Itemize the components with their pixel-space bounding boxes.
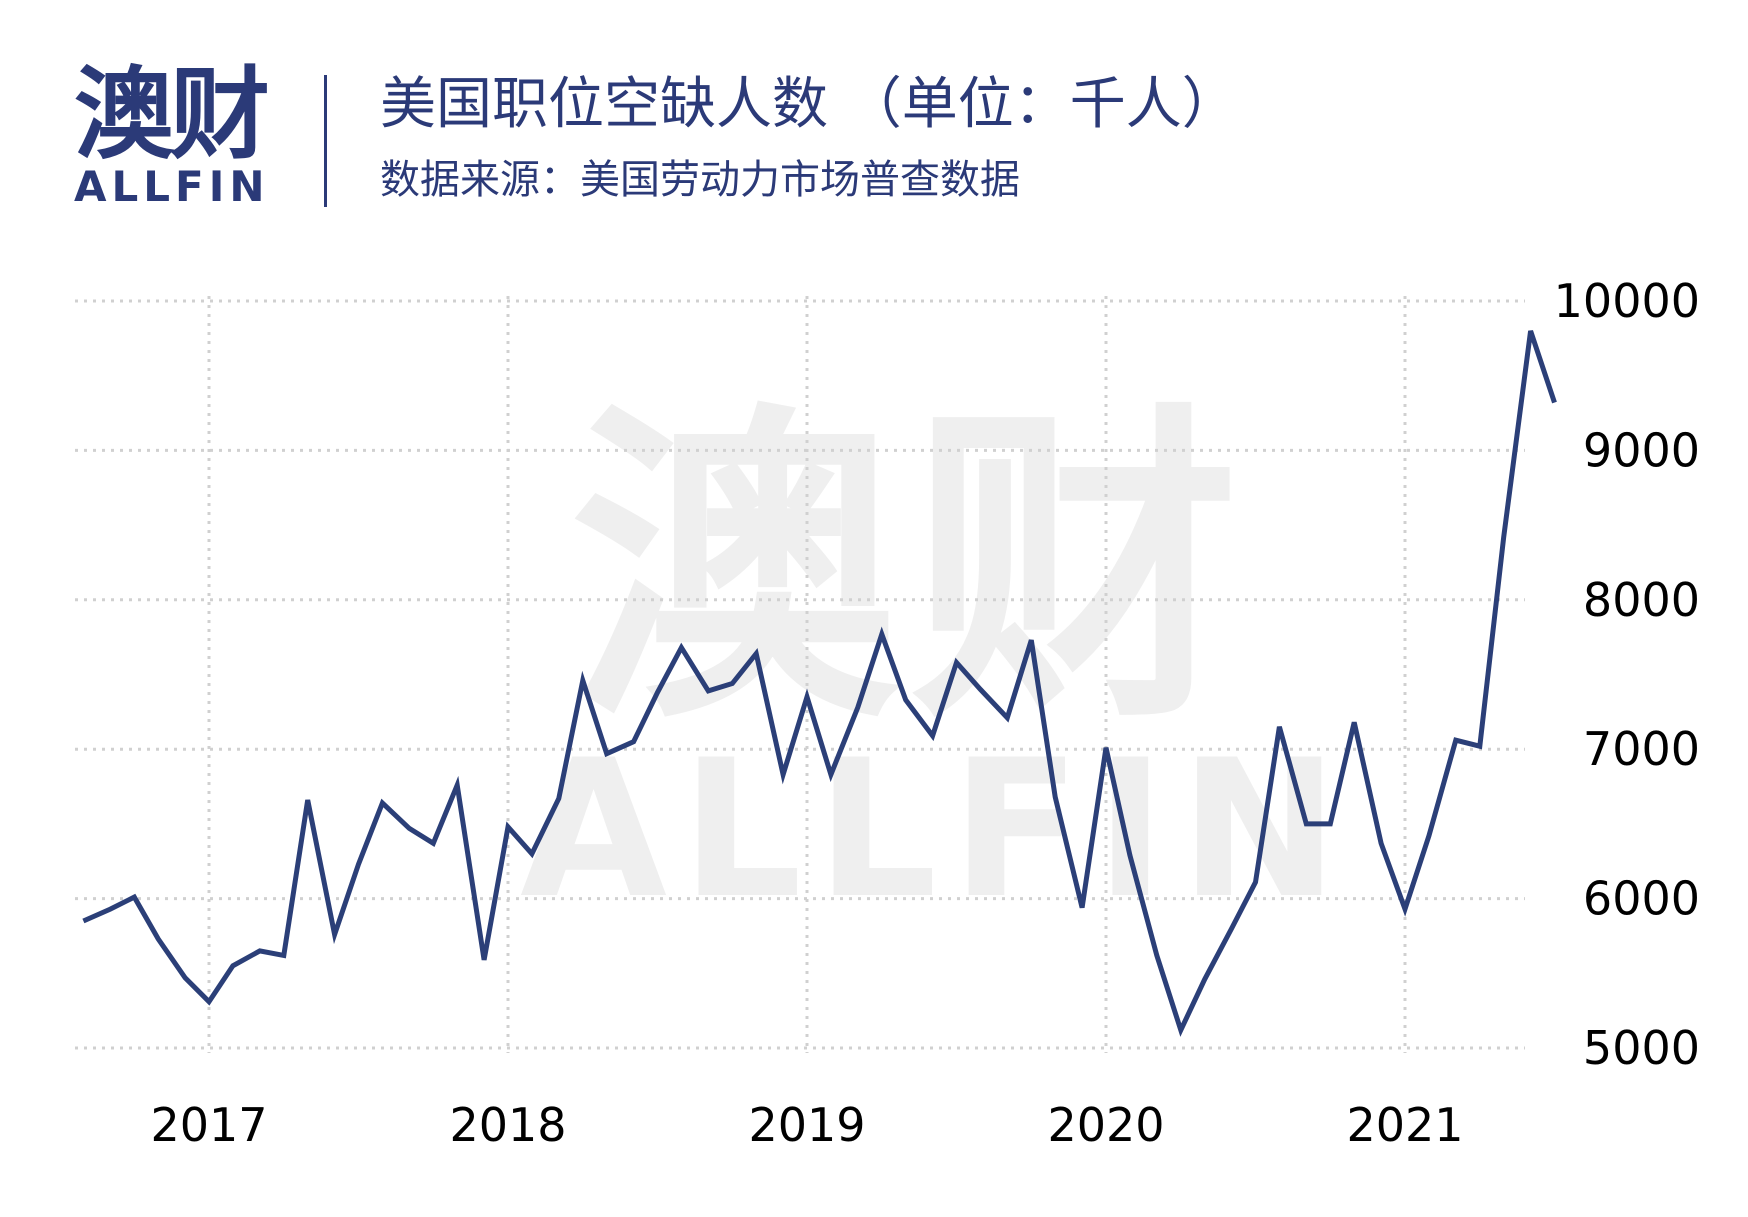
y-tick-label: 8000 bbox=[1583, 573, 1700, 627]
y-tick-label: 5000 bbox=[1583, 1021, 1700, 1075]
logo-text-en: ALLFIN bbox=[74, 162, 270, 211]
header-divider bbox=[324, 75, 327, 207]
y-tick-label: 7000 bbox=[1583, 722, 1700, 776]
y-axis-ticks: 10000 9000 8000 7000 6000 5000 bbox=[1554, 274, 1700, 1075]
series-line bbox=[82, 330, 1557, 1037]
logo-text-cn: 澳财 bbox=[74, 56, 270, 173]
x-tick-label: 2020 bbox=[1047, 1098, 1164, 1152]
chart-title: 美国职位空缺人数 （单位：千人） bbox=[380, 72, 1238, 137]
horizontal-gridlines bbox=[75, 299, 1525, 1050]
vertical-gridlines bbox=[207, 296, 1407, 1053]
x-tick-label: 2017 bbox=[150, 1098, 267, 1152]
y-tick-label: 9000 bbox=[1583, 423, 1700, 477]
chart-subtitle: 数据来源：美国劳动力市场普查数据 bbox=[380, 157, 1020, 203]
x-tick-label: 2019 bbox=[748, 1098, 865, 1152]
y-tick-label: 6000 bbox=[1583, 872, 1700, 926]
x-tick-label: 2021 bbox=[1346, 1098, 1463, 1152]
watermark-text-en: ALLFIN bbox=[520, 719, 1353, 940]
y-tick-label: 10000 bbox=[1554, 274, 1700, 328]
x-axis-ticks: 2017 2018 2019 2020 2021 bbox=[150, 1098, 1463, 1152]
x-tick-label: 2018 bbox=[449, 1098, 566, 1152]
header: 澳财 ALLFIN 美国职位空缺人数 （单位：千人） 数据来源：美国劳动力市场普… bbox=[0, 0, 1748, 230]
